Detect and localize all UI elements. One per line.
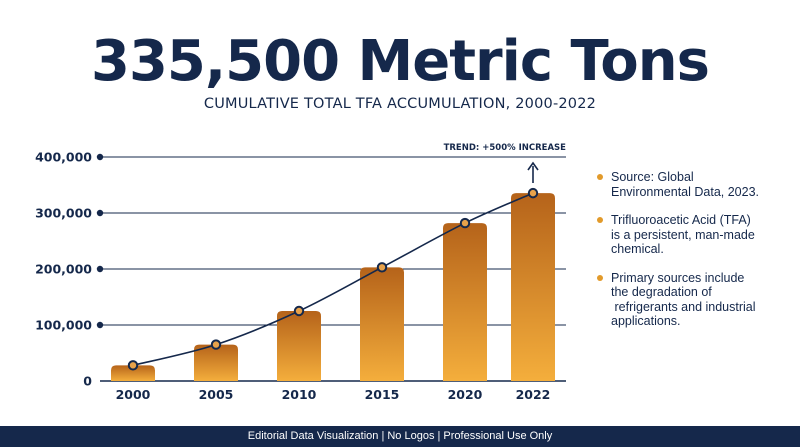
note-text: Trifluoroacetic Acid (TFA) is a persiste…: [611, 213, 755, 256]
note-item: Primary sources include the degradation …: [595, 271, 795, 329]
x-tick-label: 2000: [116, 387, 151, 402]
x-tick-label: 2015: [365, 387, 400, 402]
bar-2022: [511, 193, 555, 381]
y-tick-label: 300,000: [35, 206, 92, 221]
trend-annotation: TREND: +500% INCREASE: [444, 143, 567, 153]
x-tick-label: 2005: [199, 387, 234, 402]
bar-2010: [277, 311, 321, 381]
tfa-accumulation-chart: 0 100,000 200,000 300,000 400,000 2000 2005 201…: [35, 143, 567, 402]
gridline-dot: [96, 265, 104, 273]
x-tick-label: 2020: [448, 387, 483, 402]
bar-2005: [194, 344, 238, 381]
y-tick-label: 100,000: [35, 318, 92, 333]
headline: 335,500 Metric Tons: [91, 29, 710, 94]
bar-2020: [443, 223, 487, 381]
trend-point: [210, 339, 222, 350]
trend-point: [527, 187, 539, 199]
footer-bar: Editorial Data Visualization | No Logos …: [0, 426, 800, 447]
bar-2000: [111, 365, 155, 381]
bar-2015: [360, 267, 404, 381]
y-tick-label: 0: [83, 374, 92, 389]
gridline-dot: [96, 209, 104, 217]
gridline-dot: [96, 321, 104, 329]
note-item: Source: Global Environmental Data, 2023.: [595, 170, 795, 199]
notes-list: Source: Global Environmental Data, 2023.…: [595, 170, 795, 343]
x-tick-label: 2022: [516, 387, 551, 402]
trend-point: [459, 217, 471, 229]
trend-point: [293, 305, 305, 317]
x-tick-label: 2010: [282, 387, 317, 402]
note-text: Source: Global Environmental Data, 2023.: [611, 170, 760, 199]
bullet-dot-icon: [597, 217, 603, 223]
trend-point: [376, 262, 388, 273]
note-text: Primary sources include the degradation …: [611, 270, 756, 329]
bullet-dot-icon: [597, 174, 603, 180]
arrow-head-icon: [527, 161, 539, 171]
trend-point: [127, 360, 139, 371]
bullet-dot-icon: [597, 274, 603, 281]
gridline-dot: [96, 153, 104, 161]
y-tick-label: 200,000: [35, 262, 92, 277]
y-tick-label: 400,000: [35, 150, 92, 165]
subtitle: CUMULATIVE TOTAL TFA ACCUMULATION, 2000-…: [203, 96, 597, 112]
note-item: Trifluoroacetic Acid (TFA) is a persiste…: [595, 213, 795, 257]
